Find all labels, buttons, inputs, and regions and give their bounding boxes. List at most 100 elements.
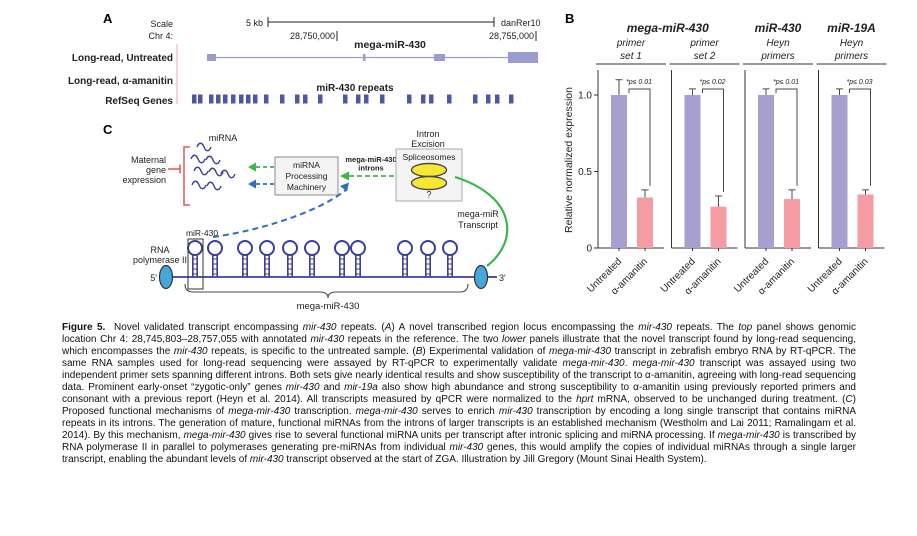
group-subtitle: Heyn [766,38,790,49]
hairpin [282,240,298,277]
hairpin [350,240,366,277]
bar-untreated [831,95,848,248]
bar-amanitin [784,199,800,248]
caption-italic-term: A [384,322,392,333]
caption-text: is transcribed by RNA polymerase II in p… [62,430,857,453]
inhibition-symbol [168,164,181,174]
refseq-repeat-box [295,94,300,104]
y-tick-label: 0.5 [578,167,592,178]
caption-italic-term: top [738,322,753,333]
bar-chart: mega-miR-430 miR-430 miR-19A primer set 1 0 0.… [578,21,887,297]
caption-italic-term: mir-430 [498,406,533,417]
y-tick-label: 1.0 [578,91,592,102]
refseq-repeat-box [447,94,452,104]
mega-transcript-curve [454,175,509,267]
rna-polymerase-oval-left [158,264,174,290]
caption-italic-term: B [415,346,423,357]
caption-italic-term: mir-430 [310,334,345,345]
intron-excision-line-1: Intron [416,129,439,139]
caption-italic-term: mega-mir-430 [632,358,695,369]
introns-arrowhead [340,171,349,181]
significance-bracket [702,88,724,192]
significance-bracket [775,88,798,186]
caption-text: serves to enrich [417,406,499,417]
bar-untreated [684,95,701,248]
caption-italic-term: mega-mir-430 [228,406,291,417]
mir430-curve-arrowhead [340,182,349,192]
caption-italic-term: C [845,394,853,405]
caption-italic-term: mir-430 [449,442,484,453]
y-axis-title: Relative normalized expression [563,87,575,233]
refseq-repeat-box [380,94,385,104]
refseq-repeat-box [495,94,500,104]
mega-mir430-brace [184,283,469,299]
bar-amanitin [857,194,874,248]
caption-text: ) A novel transcribed region locus encom… [391,322,639,333]
intron-excision-line-2: Excision [411,139,445,149]
hairpin-loop [420,240,436,256]
hairpin [442,240,458,277]
mir430-to-machinery-curve [212,188,348,238]
mirna-squiggle [196,142,212,152]
machinery-line-3: Machinery [287,182,327,192]
refseq-repeat-box [303,94,308,104]
panel-b: B Relative normalized expression mega-mi… [563,11,887,297]
bar-amanitin [637,197,653,248]
p-value-label: *p≤ 0.01 [626,79,652,86]
caption-italic-term: mega-mir-430 [355,406,418,417]
mir430-hairpins [187,240,458,277]
machinery-line-2: Processing [285,171,327,181]
hairpin-loop [397,240,413,256]
refseq-repeat-box [343,94,348,104]
mirna-squiggle [208,167,224,177]
caption-italic-term: mega-mir-430 [548,346,612,357]
mirna-squiggle [193,166,209,176]
refseq-repeat-box [356,94,361,104]
mirna-group-label: miRNA [209,133,238,143]
chromosome-label: Chr 4: [148,31,173,41]
refseq-repeat-box [231,94,236,104]
rna-polymerase-oval-right [473,264,489,290]
mirna-squiggles [190,142,236,191]
track-label-amanitin: Long-read, α-amanitin [68,76,173,87]
hairpin [259,240,275,277]
refseq-repeat-box [223,94,228,104]
caption-text: transcription by encoding a long single … [62,406,856,441]
caption-italic-term: mir-430 [302,322,337,333]
caption-text: ) Proposed functional mechanisms of [62,394,856,417]
transcript-exon [508,52,538,63]
hairpin-loop [350,240,366,256]
caption-italic-term: hprt [576,394,594,405]
transcript-exon [363,54,366,61]
group-subtitle: primers [760,51,794,62]
group-title: mega-miR-430 [627,21,709,35]
refseq-repeat-box [216,94,221,104]
bar-untreated [611,95,627,248]
rna-pol-label-line-1: RNA [150,245,169,255]
mega-mir-430-transcript-label: mega-miR-430 [354,39,426,51]
scale-value: 5 kb [246,18,263,28]
refseq-repeat-box [318,94,323,104]
refseq-repeat-box [253,94,258,104]
hairpin-loop [207,240,223,256]
caption-italic-term: mega-mir-430 [183,430,246,441]
caption-text: repeats, is specific to the untreated sa… [207,346,416,357]
y-tick-label: 0 [586,244,592,255]
p-value-label: *p≤ 0.01 [773,79,799,86]
processing-machinery-box [274,156,339,196]
caption-italic-term: lower [502,334,526,345]
group-subtitle: set 1 [620,51,642,62]
refseq-repeat-box [192,94,197,104]
caption-italic-term: mega-mir-430 [562,358,625,369]
maternal-line-1: Maternal [131,155,166,165]
mir430-unit-label: miR-430 [186,228,218,238]
mirna-squiggle [206,181,222,191]
hairpin [304,240,320,277]
question-mark: ? [426,190,431,200]
mirna-squiggle [191,180,207,190]
hairpin-loop [187,240,203,256]
caption-text: gives rise to several functional miRNA u… [245,430,718,441]
figure-caption: Figure 5. Novel validated transcript enc… [62,322,856,466]
group-subtitle: primer [689,38,719,49]
